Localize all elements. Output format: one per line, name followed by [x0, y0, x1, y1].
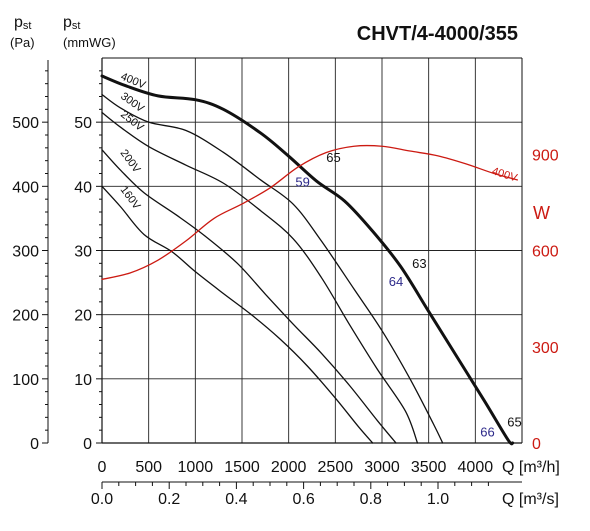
pa-tick-label-300: 300 [12, 244, 39, 261]
mmwg-tick-label-30: 30 [74, 244, 92, 261]
q-m3s-tick-label-1.0: 1.0 [427, 491, 449, 508]
mmwg-axis-unit-line2: (mmWG) [63, 35, 116, 50]
pa-tick-label-400: 400 [12, 179, 39, 196]
grid [102, 58, 522, 443]
chart-title: CHVT/4-4000/355 [357, 23, 518, 45]
pa-axis-unit-main: p [14, 14, 23, 31]
mmwg-tick-label-40: 40 [74, 179, 92, 196]
q-m3h-tick-label-3000: 3000 [364, 459, 400, 476]
power-tick-label-0: 0 [532, 436, 541, 453]
efficiency-label-65: 65 [326, 150, 340, 165]
series-line-pressure-160V [101, 185, 374, 444]
mmwg-tick-label-0: 0 [83, 436, 92, 453]
pa-axis-unit-sub: st [23, 20, 32, 32]
mmwg-tick-label-50: 50 [74, 115, 92, 132]
q-m3h-tick-label-2000: 2000 [271, 459, 307, 476]
q-m3s-tick-label-0.0: 0.0 [91, 491, 113, 508]
series-line-pressure-300V [101, 93, 444, 444]
series-line-pressure-200V [101, 149, 397, 444]
pa-tick-label-100: 100 [12, 372, 39, 389]
efficiency-label-64: 64 [389, 274, 403, 289]
mmwg-tick-label-10: 10 [74, 372, 92, 389]
x-axis-secondary-label: Q [m³/s] [502, 491, 559, 508]
q-m3h-tick-label-1500: 1500 [224, 459, 260, 476]
mmwg-tick-label-20: 20 [74, 308, 92, 325]
q-m3h-tick-label-0: 0 [98, 459, 107, 476]
q-m3h-tick-label-1000: 1000 [178, 459, 214, 476]
q-m3h-tick-label-3500: 3500 [411, 459, 447, 476]
q-m3s-tick-label-0.2: 0.2 [158, 491, 180, 508]
efficiency-label-63: 63 [412, 256, 426, 271]
pa-tick-label-200: 200 [12, 308, 39, 325]
series-line-pressure-400V [100, 74, 515, 446]
series-line-power-400V [101, 144, 518, 281]
mmwg-axis-unit: pst [63, 14, 80, 32]
efficiency-label-59: 59 [295, 174, 309, 189]
pa-axis-unit-line2: (Pa) [10, 35, 35, 50]
power-tick-label-600: 600 [532, 244, 559, 261]
power-tick-label-300: 300 [532, 340, 559, 357]
efficiency-annotations: 65 59 63 64 65 66 [295, 150, 521, 440]
x-axis-primary-label: Q [m³/h] [502, 459, 560, 476]
q-m3s-tick-label-0.8: 0.8 [360, 491, 382, 508]
efficiency-label-66: 66 [480, 425, 494, 440]
series-group [100, 74, 518, 446]
mmwg-axis-unit-sub: st [72, 20, 81, 32]
power-axis-label: W [533, 203, 550, 223]
q-m3h-tick-label-2500: 2500 [318, 459, 354, 476]
pa-tick-label-0: 0 [30, 436, 39, 453]
power-tick-label-900: 900 [532, 147, 559, 164]
q-m3s-tick-label-0.4: 0.4 [225, 491, 247, 508]
q-m3h-tick-label-4000: 4000 [458, 459, 494, 476]
efficiency-label-65: 65 [507, 414, 521, 429]
pa-tick-label-500: 500 [12, 115, 39, 132]
q-m3h-tick-label-500: 500 [135, 459, 162, 476]
pa-axis-unit: pst [14, 14, 31, 32]
q-m3s-tick-label-0.6: 0.6 [292, 491, 314, 508]
mmwg-axis-unit-main: p [63, 14, 72, 31]
series-line-pressure-250V [101, 111, 419, 444]
